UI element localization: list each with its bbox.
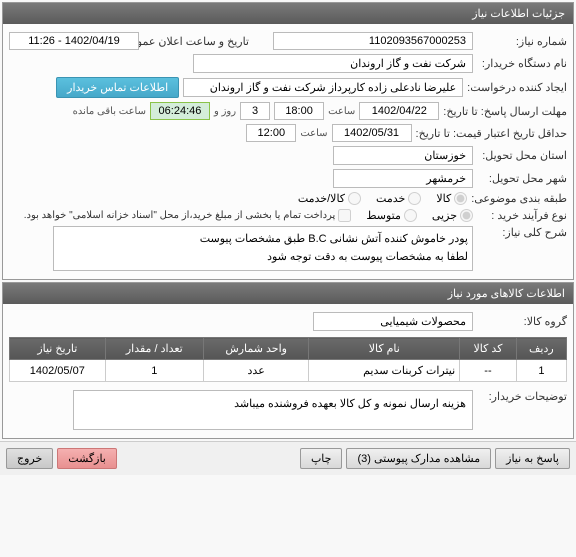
category-label: طبقه بندی موضوعی: — [471, 192, 567, 205]
radio-service-label: خدمت — [376, 192, 405, 205]
attachments-button[interactable]: مشاهده مدارک پیوستی (3) — [346, 448, 491, 469]
td-name: نیترات کربنات سدیم — [309, 360, 460, 382]
td-row: 1 — [516, 360, 566, 382]
validity-hour-value: 12:00 — [246, 124, 296, 142]
purchase-type-label: نوع فرآیند خرید : — [477, 209, 567, 222]
buyer-notes-label: توضیحات خریدار: — [477, 390, 567, 403]
city-label: شهر محل تحویل: — [477, 172, 567, 185]
respond-button[interactable]: پاسخ به نیاز — [495, 448, 570, 469]
radio-medium[interactable]: متوسط — [366, 209, 417, 222]
goods-group-label: گروه کالا: — [477, 315, 567, 328]
deadline-date-value: 1402/04/22 — [359, 102, 439, 120]
contact-info-button[interactable]: اطلاعات تماس خریدار — [56, 77, 179, 98]
radio-goods[interactable]: کالا — [436, 192, 467, 205]
td-date: 1402/05/07 — [10, 360, 106, 382]
summary-line2: لطفا به مشخصات پیوست به دقت توجه شود — [58, 249, 468, 267]
summary-line1: پودر خاموش کننده آتش نشانی B.C طبق مشخصا… — [58, 231, 468, 249]
remaining-time-value: 06:24:46 — [150, 102, 210, 120]
radio-medium-label: متوسط — [366, 209, 401, 222]
payment-note-label: پرداخت تمام یا بخشی از مبلغ خرید،از محل … — [24, 210, 336, 221]
announce-date-label: تاریخ و ساعت اعلان عمومی: — [143, 35, 249, 48]
province-value: خوزستان — [333, 146, 473, 165]
panel-header-details: جزئیات اطلاعات نیاز — [3, 3, 573, 24]
need-number-value: 1102093567000253 — [273, 32, 473, 50]
back-button[interactable]: بازگشت — [57, 448, 117, 469]
goods-group-value: محصولات شیمیایی — [313, 312, 473, 331]
th-qty: تعداد / مقدار — [105, 338, 203, 360]
exit-button[interactable]: خروج — [6, 448, 53, 469]
buyer-notes-box: هزینه ارسال نمونه و کل کالا بعهده فروشند… — [73, 390, 473, 430]
radio-detail[interactable]: جزیی — [432, 209, 473, 222]
hour-label-1: ساعت — [328, 106, 355, 117]
footer-bar: پاسخ به نیاز مشاهده مدارک پیوستی (3) چاپ… — [0, 441, 576, 475]
remaining-label: ساعت باقی مانده — [73, 106, 146, 117]
requester-label: ایجاد کننده درخواست: — [467, 81, 567, 94]
th-name: نام کالا — [309, 338, 460, 360]
print-button[interactable]: چاپ — [300, 448, 343, 469]
th-date: تاریخ نیاز — [10, 338, 106, 360]
province-label: استان محل تحویل: — [477, 149, 567, 162]
days-label: روز و — [214, 106, 236, 117]
buyer-org-value: شرکت نفت و گاز اروندان — [193, 54, 473, 73]
table-row: 1 -- نیترات کربنات سدیم عدد 1 1402/05/07 — [10, 360, 567, 382]
validity-date-value: 1402/05/31 — [332, 124, 412, 142]
deadline-hour-value: 18:00 — [274, 102, 324, 120]
payment-checkbox[interactable]: پرداخت تمام یا بخشی از مبلغ خرید،از محل … — [24, 209, 352, 222]
radio-service[interactable]: خدمت — [376, 192, 421, 205]
city-value: خرمشهر — [333, 169, 473, 188]
summary-label: شرح کلی نیاز: — [477, 226, 567, 239]
radio-both[interactable]: کالا/خدمت — [298, 192, 361, 205]
radio-both-label: کالا/خدمت — [298, 192, 345, 205]
th-unit: واحد شمارش — [203, 338, 308, 360]
deadline-label: مهلت ارسال پاسخ: تا تاریخ: — [443, 105, 567, 118]
buyer-org-label: نام دستگاه خریدار: — [477, 57, 567, 70]
th-code: کد کالا — [460, 338, 517, 360]
days-value: 3 — [240, 102, 270, 120]
radio-detail-label: جزیی — [432, 209, 457, 222]
hour-label-2: ساعت — [300, 128, 327, 139]
summary-box: پودر خاموش کننده آتش نشانی B.C طبق مشخصا… — [53, 226, 473, 271]
panel-header-goods: اطلاعات کالاهای مورد نیاز — [3, 283, 573, 304]
td-unit: عدد — [203, 360, 308, 382]
td-code: -- — [460, 360, 517, 382]
th-row: ردیف — [516, 338, 566, 360]
requester-value: علیرضا نادعلی زاده کارپرداز شرکت نفت و گ… — [183, 78, 463, 97]
announce-date-value: 1402/04/19 - 11:26 — [9, 32, 139, 50]
need-number-label: شماره نیاز: — [477, 35, 567, 48]
goods-table: ردیف کد کالا نام کالا واحد شمارش تعداد /… — [9, 337, 567, 382]
validity-label: حداقل تاریخ اعتبار قیمت: تا تاریخ: — [416, 127, 567, 140]
td-qty: 1 — [105, 360, 203, 382]
radio-goods-label: کالا — [436, 192, 451, 205]
